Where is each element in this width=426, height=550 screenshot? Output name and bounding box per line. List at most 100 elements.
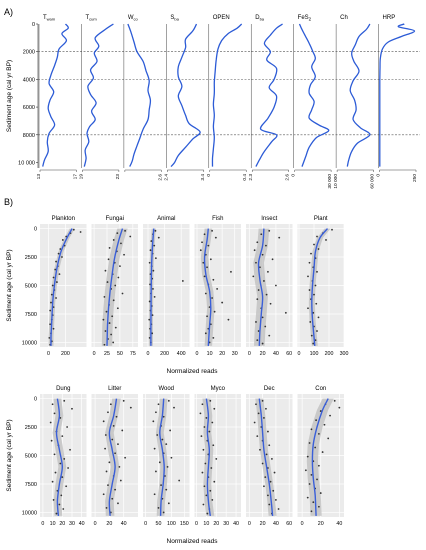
panel-a-x-tick-label: 0: [291, 174, 297, 177]
facet-point-fungai: [116, 307, 119, 310]
facet-point-insect: [256, 339, 259, 342]
facet-point-fungai: [119, 265, 121, 268]
panel-a-y-tick-label: 2000: [23, 50, 35, 56]
facet-point-litter: [111, 438, 114, 441]
panel-b-x-axis-label: Normalized reads: [167, 368, 219, 375]
facet-point-litter: [105, 470, 108, 473]
facet-trend-line-myco: [205, 398, 211, 516]
facet-point-litter: [109, 403, 112, 406]
facet-confidence-band-myco: [202, 398, 215, 516]
facet-x-tick-label: 0: [94, 521, 97, 527]
facet-point-wood: [153, 493, 156, 496]
facet-x-tick-label: 100: [167, 521, 176, 527]
facet-point-animal: [154, 229, 157, 232]
facet-point-con: [310, 510, 313, 513]
facet-x-tick-label: 30: [223, 521, 229, 527]
facet-point-wood: [165, 488, 168, 491]
facet-point-insect: [263, 280, 265, 282]
facet-point-plankton: [55, 260, 57, 263]
facet-point-insect: [255, 261, 257, 264]
panel-b-label: B): [4, 197, 13, 207]
facet-point-fungai: [117, 276, 120, 279]
facet-x-tick-label: 0: [147, 351, 150, 357]
panel-b-y-tick-label: 7500: [25, 312, 37, 318]
facet-point-fungai: [124, 229, 126, 232]
facet-point-fungai: [102, 318, 105, 321]
facet-point-dung: [62, 508, 65, 510]
facet-point-wood: [170, 456, 173, 459]
facet-title-dec: Dec: [264, 386, 275, 392]
facet-point-con: [323, 423, 326, 426]
facet-point-litter: [119, 479, 122, 482]
facet-point-dung: [51, 403, 54, 406]
facet-point-animal: [150, 240, 153, 242]
facet-point-fish: [213, 310, 216, 313]
panel-a-x-tick-label: 2.3: [248, 174, 254, 181]
facet-trend-line-animal: [150, 228, 155, 346]
facet-title-fungai: Fungai: [106, 216, 124, 222]
panel-a-label: A): [4, 7, 13, 17]
panel-b-y-tick-label: 5000: [25, 454, 37, 460]
facet-point-wood: [162, 511, 165, 514]
facet-point-fungai: [108, 322, 111, 324]
facet-point-fungai: [111, 315, 114, 318]
facet-point-animal: [151, 332, 154, 335]
facet-point-plant: [331, 228, 333, 231]
facet-trend-line-plant: [311, 228, 329, 346]
facet-point-dec: [268, 503, 271, 506]
facet-trend-line-dec: [258, 398, 274, 516]
panel-a-x-tick-label: 13: [36, 174, 42, 180]
facet-point-dung: [51, 480, 54, 483]
facet-point-insect: [255, 321, 257, 323]
facet-point-dung: [71, 407, 73, 410]
facet-x-tick-label: 0: [248, 521, 251, 527]
facet-x-tick-label: 40: [273, 351, 279, 357]
panel-a-x-tick-label: 3.4: [200, 174, 206, 181]
facet-point-plankton: [50, 301, 52, 304]
facet-trend-line-plankton: [50, 228, 73, 346]
facet-point-insect: [259, 266, 261, 269]
facet-point-wood: [160, 484, 162, 487]
facet-x-tick-label: 10: [50, 521, 56, 527]
facet-point-litter: [107, 411, 109, 414]
facet-point-litter: [111, 497, 114, 500]
panel-a-line-open: [211, 23, 243, 167]
facet-point-insect: [268, 229, 271, 232]
facet-point-myco: [200, 435, 203, 438]
facet-confidence-band-wood: [155, 398, 169, 516]
facet-point-insect: [257, 330, 260, 332]
panel-a-y-tick-label: 6000: [23, 105, 35, 111]
panel-b-y-tick-label: 10000: [22, 340, 37, 346]
facet-point-animal: [152, 288, 154, 290]
facet-point-fungai: [121, 292, 124, 295]
facet-trend-line-con: [311, 398, 329, 516]
facet-point-plant: [316, 270, 318, 273]
facet-point-myco: [202, 448, 205, 451]
facet-point-wood: [152, 420, 155, 423]
facet-point-plant: [314, 339, 317, 342]
facet-point-fish: [214, 236, 217, 239]
facet-point-insect: [268, 334, 271, 337]
panel-a-y-tick-label: 0: [32, 22, 35, 28]
facet-point-dec: [267, 494, 269, 497]
panel-a-x-tick-label: 60 000: [370, 174, 376, 189]
panel-a-x-tick-label: 2.6: [157, 174, 163, 181]
panel-a-line-hrp: [379, 23, 416, 167]
facet-point-litter: [118, 465, 121, 468]
facet-point-dec: [271, 458, 273, 460]
facet-point-con: [306, 496, 309, 499]
facet-point-animal: [148, 336, 151, 339]
facet-point-insect: [284, 311, 287, 314]
facet-x-tick-label: 0: [196, 351, 199, 357]
panel-b-y-tick-label: 0: [34, 227, 37, 233]
facet-point-dung: [55, 512, 58, 515]
facet-point-dec: [277, 508, 280, 510]
facet-point-litter: [124, 456, 127, 459]
facet-point-fish: [208, 306, 211, 309]
facet-point-plankton: [52, 276, 55, 279]
facet-point-con: [308, 442, 311, 444]
facet-x-tick-label: 150: [180, 521, 189, 527]
facet-title-plankton: Plankton: [52, 216, 75, 222]
facet-title-animal: Animal: [157, 216, 175, 222]
facet-trend-line-dung: [55, 398, 64, 516]
